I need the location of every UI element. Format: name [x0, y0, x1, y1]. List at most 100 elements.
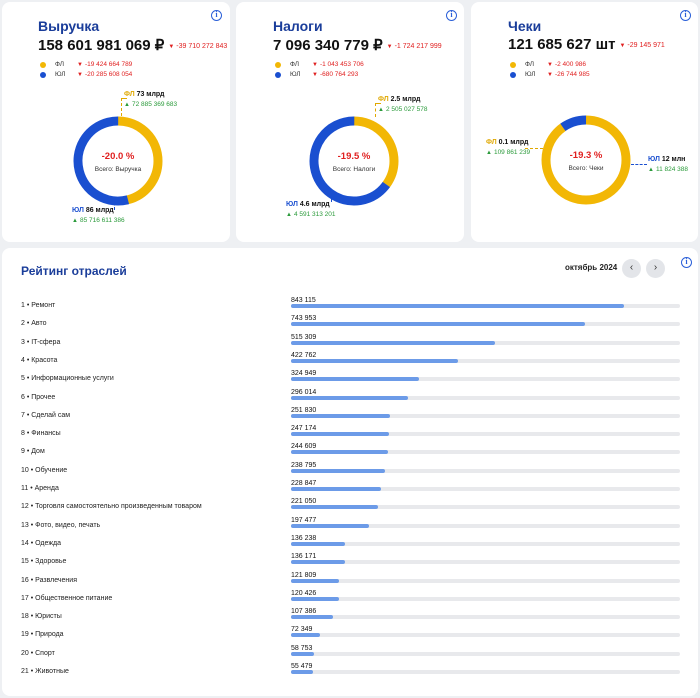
rating-row-label: 13 • Фото, видео, печать — [21, 521, 101, 529]
legend-item-fl: ФЛ ▼ -2 400 986 — [510, 60, 590, 70]
rating-row-label: 8 • Финансы — [21, 430, 61, 438]
rating-bar — [291, 340, 495, 345]
donut-center: -19.3 % Всего: Чеки — [556, 150, 616, 172]
rating-bar — [291, 432, 389, 437]
info-icon[interactable]: i — [446, 10, 457, 21]
rating-bar-track — [291, 560, 680, 565]
callout-ul: ЮЛ 4.6 млрд ▲ 4 591 313 201 — [286, 201, 336, 218]
legend-delta: ▼ -2 400 986 — [547, 61, 587, 68]
info-icon[interactable]: i — [680, 10, 691, 21]
rating-row-label: 19 • Природа — [21, 631, 64, 639]
chevron-left-icon[interactable]: ‹ — [622, 259, 641, 278]
rating-bar — [291, 468, 386, 473]
kpi-value-text: 158 601 981 069 ₽ — [38, 37, 165, 54]
donut-segment-ul — [541, 115, 631, 205]
rating-bar-track — [291, 615, 680, 620]
rating-row-value: 251 830 — [291, 406, 317, 414]
rating-row-value: 247 174 — [291, 425, 317, 433]
legend-item-ul: ЮЛ ▼ -680 764 293 — [275, 70, 364, 80]
rating-bar — [291, 450, 388, 455]
kpi-title: Выручка — [38, 18, 100, 34]
rating-row-label: 7 • Сделай сам — [21, 411, 71, 419]
legend-item-ul: ЮЛ ▼ -20 285 608 054 — [40, 70, 132, 80]
rating-row-value: 244 609 — [291, 443, 317, 451]
legend-delta-text: -2 400 986 — [554, 61, 587, 68]
kpi-title: Налоги — [273, 18, 323, 34]
rating-bar — [291, 505, 379, 510]
rating-row-label: 15 • Здоровье — [21, 558, 67, 566]
donut-chart[interactable] — [72, 115, 164, 207]
rating-row-label: 17 • Общественное питание — [21, 594, 113, 602]
rating-bar-track — [291, 340, 680, 345]
legend-delta-text: -1 043 453 706 — [319, 61, 364, 68]
info-icon[interactable]: i — [681, 257, 692, 268]
legend-name: ЮЛ — [55, 71, 66, 78]
rating-bar — [291, 358, 458, 363]
callout-amount: 12 млн — [661, 156, 686, 163]
legend-name: ЮЛ — [525, 71, 536, 78]
callout-leader-ul — [114, 198, 115, 210]
donut-segment-ul — [309, 116, 399, 206]
callout-fl: ФЛ 73 млрд ▲ 72 885 369 683 — [124, 91, 178, 108]
rating-bar — [291, 560, 345, 565]
legend-delta: ▼ -20 285 608 054 — [77, 71, 133, 78]
rating-row-value: 743 953 — [291, 315, 317, 323]
rating-bar-track — [291, 358, 680, 363]
period-label: октябрь 2024 — [565, 263, 618, 272]
kpi-legend: ФЛ ▼ -1 043 453 706 ЮЛ ▼ -680 764 293 — [275, 60, 364, 80]
legend-delta-text: -26 744 985 — [554, 71, 590, 78]
callout-sub: 85 716 611 386 — [79, 217, 125, 224]
rating-bar — [291, 304, 624, 308]
rating-row-value: 422 762 — [291, 351, 317, 359]
donut-segment-ul — [73, 116, 163, 206]
rating-bar — [291, 413, 391, 418]
donut-center: -19.5 % Всего: Налоги — [324, 151, 384, 173]
rating-row-label: 2 • Авто — [21, 320, 47, 328]
callout-sub: 2 505 027 578 — [385, 106, 428, 113]
rating-bar-track — [291, 596, 680, 601]
callout-leader-fl — [525, 148, 543, 149]
rating-row-label: 12 • Торговля самостоятельно произведенн… — [21, 503, 202, 511]
chevron-right-icon[interactable]: › — [646, 259, 665, 278]
legend-delta-text: -680 764 293 — [319, 71, 359, 78]
rating-row-value: 296 014 — [291, 388, 317, 396]
rating-bar-track — [291, 413, 680, 418]
kpi-delta: ▼ -39 710 272 843 — [168, 42, 228, 50]
rating-row-value: 72 349 — [291, 626, 313, 634]
donut-chart[interactable] — [308, 115, 400, 207]
rating-bar — [291, 670, 313, 674]
legend-delta: ▼ -1 043 453 706 — [312, 61, 364, 68]
rating-row-value: 221 050 — [291, 498, 317, 506]
rating-row-label: 6 • Прочее — [21, 393, 56, 401]
kpi-delta-text: -39 710 272 843 — [176, 42, 228, 50]
kpi-value: 158 601 981 069 ₽ ▼ -39 710 272 843 — [38, 36, 227, 54]
kpi-value-text: 7 096 340 779 ₽ — [273, 37, 383, 54]
rating-bar — [291, 322, 585, 327]
donut-center-percent: -20.0 % — [101, 151, 135, 162]
kpi-legend: ФЛ ▼ -19 424 664 789 ЮЛ ▼ -20 285 608 054 — [40, 60, 132, 80]
legend-name: ЮЛ — [290, 71, 301, 78]
donut-center-label: Всего: Налоги — [332, 166, 376, 173]
rating-bar-track — [291, 523, 680, 528]
callout-leader-fl — [375, 103, 381, 117]
callout-sub: 109 861 239 — [493, 149, 531, 156]
callout-sub: 11 824 388 — [655, 166, 689, 173]
info-icon[interactable]: i — [211, 10, 222, 21]
rating-row-label: 20 • Спорт — [21, 649, 55, 657]
rating-row-value: 238 795 — [291, 461, 317, 469]
rating-row-value: 121 809 — [291, 571, 317, 579]
kpi-card-taxes: Налоги 7 096 340 779 ₽ ▼ -1 724 217 999 i … — [236, 2, 464, 242]
donut-center-percent: -19.3 % — [569, 150, 603, 161]
rating-row-label: 9 • Дом — [21, 448, 45, 456]
rating-row-label: 21 • Животные — [21, 668, 69, 675]
callout-sub: 4 591 313 201 — [293, 211, 336, 218]
donut-center-label: Всего: Чеки — [568, 165, 604, 172]
kpi-delta: ▼ -1 724 217 999 — [386, 42, 442, 50]
donut-chart[interactable] — [540, 114, 632, 206]
rating-row-value: 120 426 — [291, 589, 317, 597]
rating-bar-track — [291, 633, 680, 638]
kpi-title: Чеки — [508, 18, 542, 34]
rating-row-value: 136 238 — [291, 534, 317, 542]
rating-bar-track — [291, 468, 680, 473]
callout-amount: 73 млрд — [136, 91, 165, 98]
